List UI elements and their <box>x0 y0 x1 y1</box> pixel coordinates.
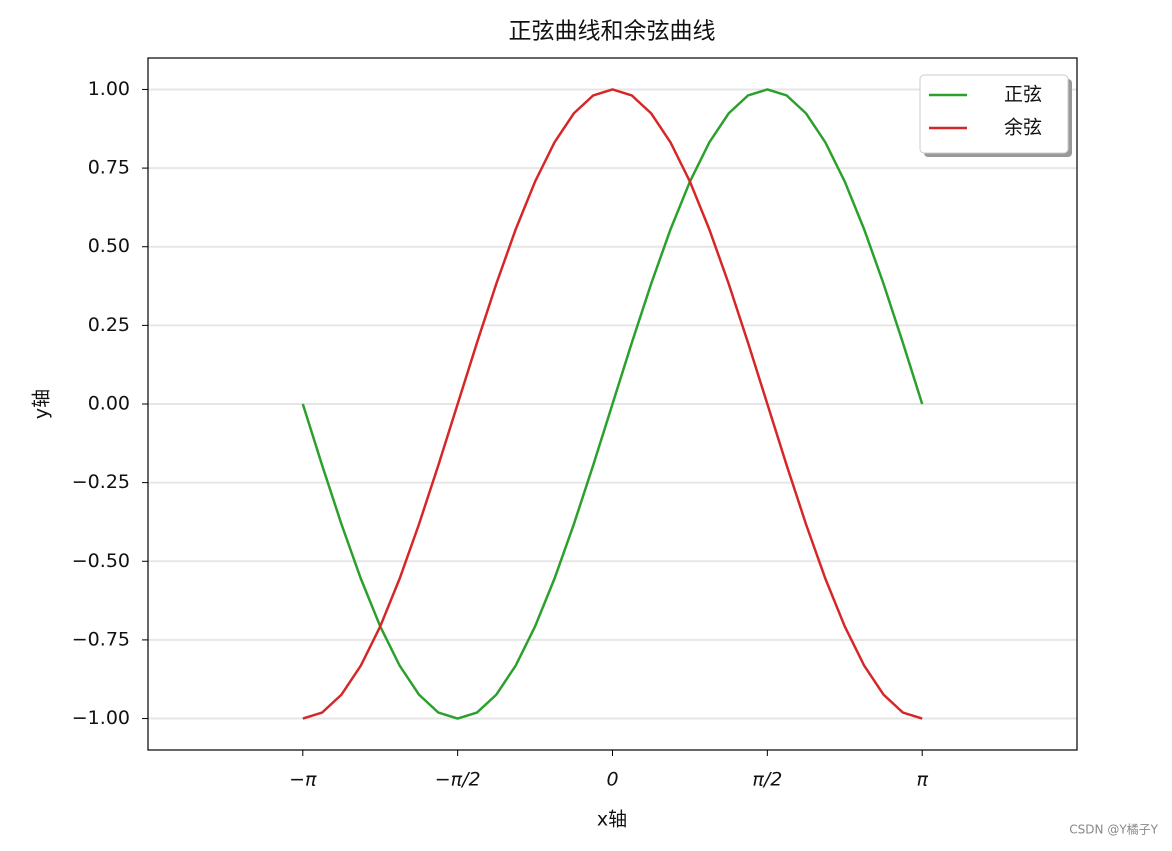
y-axis-label: y轴 <box>31 389 53 419</box>
y-tick-label: 0.00 <box>88 393 130 415</box>
legend-label: 正弦 <box>1004 84 1042 106</box>
y-tick-label: −0.25 <box>72 471 130 493</box>
x-tick-label: −π <box>289 769 317 791</box>
y-tick-label: −0.50 <box>72 550 130 572</box>
plot-frame <box>147 57 1078 751</box>
x-tick-label: 0 <box>606 769 618 791</box>
legend <box>919 74 1069 154</box>
y-tick-label: 0.50 <box>88 235 130 257</box>
chart-title: 正弦曲线和余弦曲线 <box>509 19 716 45</box>
y-tick-label: −0.75 <box>72 628 130 650</box>
x-tick-label: π/2 <box>752 769 782 791</box>
legend-label: 余弦 <box>1004 117 1042 139</box>
watermark: CSDN @Y橘子Y <box>1069 822 1158 837</box>
y-tick-label: 1.00 <box>88 78 130 100</box>
line-series <box>302 88 923 720</box>
x-tick-label: π <box>916 769 928 791</box>
y-tick-label: 0.75 <box>88 157 130 179</box>
y-tick-label: −1.00 <box>72 707 130 729</box>
x-axis-label: x轴 <box>597 809 627 831</box>
line-series <box>301 88 924 720</box>
x-tick-label: −π/2 <box>435 769 481 791</box>
y-tick-label: 0.25 <box>88 314 130 336</box>
